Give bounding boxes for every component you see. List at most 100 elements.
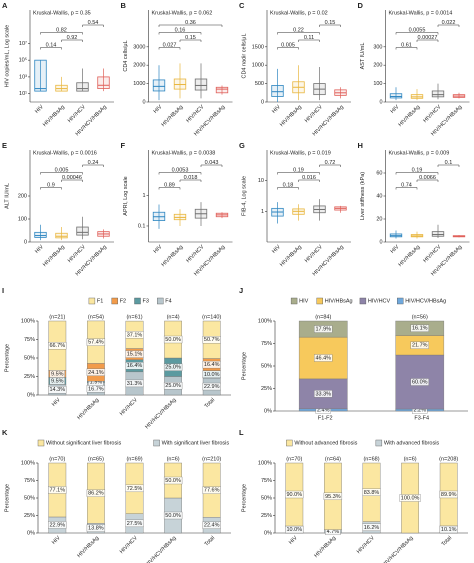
value-label: 16.1%: [412, 326, 428, 332]
y-tick-label: 100%: [258, 460, 272, 466]
n-label: (n=56): [412, 314, 428, 320]
x-tick-label: HIV/HCV: [422, 104, 442, 124]
y-axis-label: CD4 cells/μL: [123, 40, 129, 71]
value-label-box: [48, 486, 67, 494]
y-tick-label: 10: [258, 178, 264, 184]
y-axis-label: Percentage: [241, 484, 247, 512]
value-label: 100.0%: [401, 495, 420, 501]
box: [76, 82, 89, 92]
comparison-p: 0.15: [325, 20, 336, 26]
y-tick-label: 50%: [261, 495, 272, 501]
comparison-p: 0.36: [185, 20, 196, 26]
x-tick-label: HIV: [390, 104, 401, 115]
x-tick-label: HIV/HCV: [67, 104, 87, 124]
comparison-p: 0.54: [88, 20, 99, 26]
value-label: 4.7%: [327, 529, 340, 535]
comparison-bracket: [416, 39, 439, 42]
value-label-box: [163, 476, 183, 485]
legend-label: Without advanced fibrosis: [294, 440, 357, 446]
box: [76, 226, 89, 236]
value-label: 66.7%: [49, 343, 65, 349]
comparison-p: 0.016: [302, 175, 316, 181]
value-label: 60.0%: [412, 379, 428, 385]
value-label-box: [86, 338, 106, 346]
comparison-bracket: [395, 172, 439, 175]
legend-label: HIV/HCV/HBsAg: [405, 298, 446, 304]
value-label: 50.0%: [165, 478, 181, 484]
box: [97, 76, 110, 90]
comparison-p: 0.005: [281, 42, 295, 48]
y-axis-label: AST IU/mL: [360, 43, 366, 70]
n-label: (n=208): [439, 456, 458, 462]
comparison-p: 0.89: [164, 182, 175, 188]
legend-label: With significant liver fibrosis: [162, 440, 230, 446]
y-tick-label: 0: [24, 239, 27, 245]
comparison-bracket: [319, 24, 341, 27]
x-tick-label: HIV/HBsAg: [42, 104, 66, 128]
comparison-p: 0.92: [67, 35, 78, 41]
legend-swatch: [359, 297, 367, 305]
x-tick-label: Total: [204, 397, 216, 409]
y-tick-label: 100: [373, 81, 382, 87]
x-tick-label: HIV/HBsAg: [279, 104, 303, 128]
value-label-box: [410, 324, 429, 332]
y-tick-label: 0%: [264, 408, 272, 414]
comparison-p: 0.00046: [62, 175, 82, 181]
comparison-p: 0.0055: [409, 27, 426, 33]
box: [55, 232, 68, 239]
y-tick-label: 200: [373, 63, 382, 69]
y-tick-label: 100%: [21, 318, 35, 324]
comparison-p: 0.027: [163, 42, 177, 48]
x-tick-label: Total: [204, 535, 216, 547]
legend-swatch: [37, 439, 45, 447]
box: [271, 85, 284, 97]
y-tick-label: 3000: [133, 44, 145, 50]
x-tick-label: HIV: [51, 397, 62, 408]
box: [431, 231, 445, 237]
test-title: Kruskal-Wallis, p = 0.02: [270, 10, 328, 16]
value-label-box: [202, 382, 221, 391]
y-tick-label: 25%: [24, 374, 35, 380]
x-tick-label: HIV/HBsAg: [76, 397, 100, 421]
comparison-p: 0.61: [401, 42, 412, 48]
value-label: 25.0%: [165, 365, 181, 371]
value-label: 77.6%: [204, 488, 220, 494]
legend-swatch: [157, 297, 164, 305]
comparison-p: 0.19: [293, 167, 304, 173]
value-label-box: [202, 360, 221, 369]
x-tick-label: HIV/HCV: [422, 244, 442, 264]
legend-label: HIV/HCV: [368, 298, 391, 304]
panel-letter: K: [2, 428, 8, 437]
panel-letter: C: [239, 1, 245, 10]
n-label: (n=4): [167, 314, 180, 320]
value-label-box: [125, 362, 144, 370]
comparison-bracket: [40, 172, 83, 175]
y-tick-label: 25%: [261, 386, 272, 392]
value-label: 9.5%: [51, 378, 64, 384]
y-tick-label: 1: [261, 209, 264, 215]
n-label: (n=69): [126, 456, 142, 462]
value-label-box: [125, 331, 144, 339]
y-tick-label: 0.1: [138, 223, 146, 229]
legend-label: F1: [97, 298, 103, 304]
x-tick-label: HIV/HCV/HBsAg: [144, 397, 177, 430]
n-label: (n=68): [363, 456, 379, 462]
value-label-box: [410, 378, 429, 386]
x-tick-label: HIV/HCV: [185, 104, 205, 124]
legend-swatch: [375, 439, 383, 447]
value-label-box: [86, 368, 106, 376]
comparison-p: 0.16: [175, 27, 186, 33]
y-tick-label: 1: [142, 193, 145, 199]
y-tick-label: 75%: [24, 337, 35, 343]
legend-label: HIV: [299, 298, 309, 304]
value-label: 90.0%: [286, 492, 302, 498]
comparison-bracket: [319, 164, 341, 167]
y-tick-label: 1000: [252, 63, 264, 69]
comparison-p: 0.24: [88, 160, 99, 166]
value-label: 33.3%: [315, 391, 331, 397]
value-label: 10.1%: [441, 527, 457, 533]
box: [389, 93, 403, 99]
legend-label: With advanced fibrosis: [384, 440, 440, 446]
comparison-bracket: [277, 47, 299, 50]
y-tick-label: 0: [379, 239, 382, 245]
